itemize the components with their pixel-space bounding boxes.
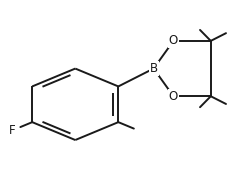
Text: F: F <box>8 124 15 137</box>
Text: O: O <box>169 90 178 103</box>
Text: B: B <box>150 62 158 75</box>
Text: O: O <box>169 34 178 47</box>
